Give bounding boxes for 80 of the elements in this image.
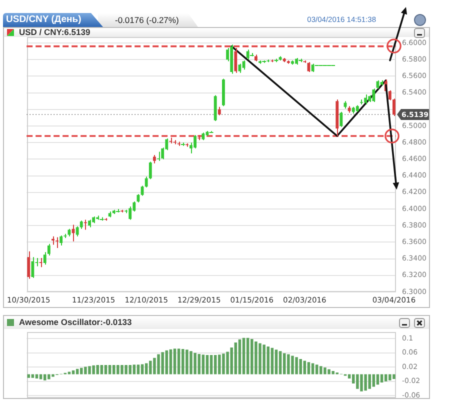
bar	[144, 363, 148, 374]
bar	[84, 366, 87, 374]
bar	[116, 365, 120, 374]
bar	[128, 365, 132, 374]
bar	[364, 374, 367, 391]
bar	[186, 350, 188, 374]
bar	[100, 365, 104, 374]
bar	[52, 374, 54, 377]
bar	[173, 348, 176, 374]
bar	[258, 343, 262, 374]
bar	[92, 365, 95, 374]
bar	[287, 354, 290, 374]
bar	[140, 364, 144, 374]
bar	[332, 371, 334, 374]
bar	[307, 362, 310, 374]
bar	[324, 367, 326, 374]
bar	[96, 365, 100, 374]
bar	[266, 346, 270, 374]
bar	[303, 360, 306, 374]
bar	[198, 354, 200, 374]
bar	[274, 350, 278, 374]
bar	[214, 355, 217, 374]
bar	[242, 338, 246, 374]
bar	[108, 365, 112, 374]
bar	[315, 364, 318, 374]
bar	[88, 366, 91, 374]
bar	[328, 369, 330, 374]
bar	[124, 365, 128, 374]
bar	[222, 354, 225, 374]
bar	[360, 374, 363, 392]
bar	[182, 348, 184, 374]
bar	[295, 357, 298, 374]
bar	[194, 352, 196, 374]
bar	[210, 355, 213, 374]
bar	[388, 374, 392, 380]
text: USD / CNY:6.5139	[19, 27, 90, 37]
bar	[234, 342, 238, 374]
bar	[104, 365, 108, 374]
bar	[43, 374, 46, 380]
bar	[356, 374, 359, 389]
bar	[76, 368, 79, 374]
bar	[161, 352, 164, 374]
bar	[226, 352, 229, 374]
bar	[202, 354, 205, 374]
bar	[157, 354, 160, 374]
bar	[39, 374, 42, 380]
bar	[291, 356, 294, 374]
bar	[218, 354, 221, 374]
bar	[238, 339, 242, 374]
bar	[368, 374, 371, 389]
bar	[270, 348, 274, 374]
chart-subtitle: -0.0176 (-0.27%)	[115, 15, 179, 26]
bar	[190, 351, 192, 374]
bar	[31, 374, 34, 378]
bar	[48, 374, 50, 380]
bar	[278, 351, 282, 374]
bar	[254, 341, 258, 374]
bar	[132, 364, 136, 374]
bar	[169, 349, 172, 374]
bar	[165, 350, 168, 374]
bar	[112, 365, 116, 374]
chart-title: Awesome Oscillator:-0.0133	[19, 317, 132, 327]
bar	[250, 338, 254, 374]
bar	[206, 355, 209, 374]
bar	[149, 360, 152, 374]
bar	[177, 348, 180, 374]
bar	[153, 358, 156, 374]
bar	[72, 370, 75, 374]
bar	[392, 374, 396, 380]
bar	[27, 374, 30, 378]
bar	[282, 353, 286, 374]
bar	[80, 368, 83, 374]
chart-title: USD/CNY (День)	[6, 14, 82, 26]
bar	[320, 366, 322, 374]
bar	[120, 365, 124, 374]
bar	[246, 338, 250, 374]
bar	[136, 364, 140, 374]
bar	[311, 363, 314, 374]
bar	[299, 358, 302, 374]
bar	[262, 344, 266, 374]
